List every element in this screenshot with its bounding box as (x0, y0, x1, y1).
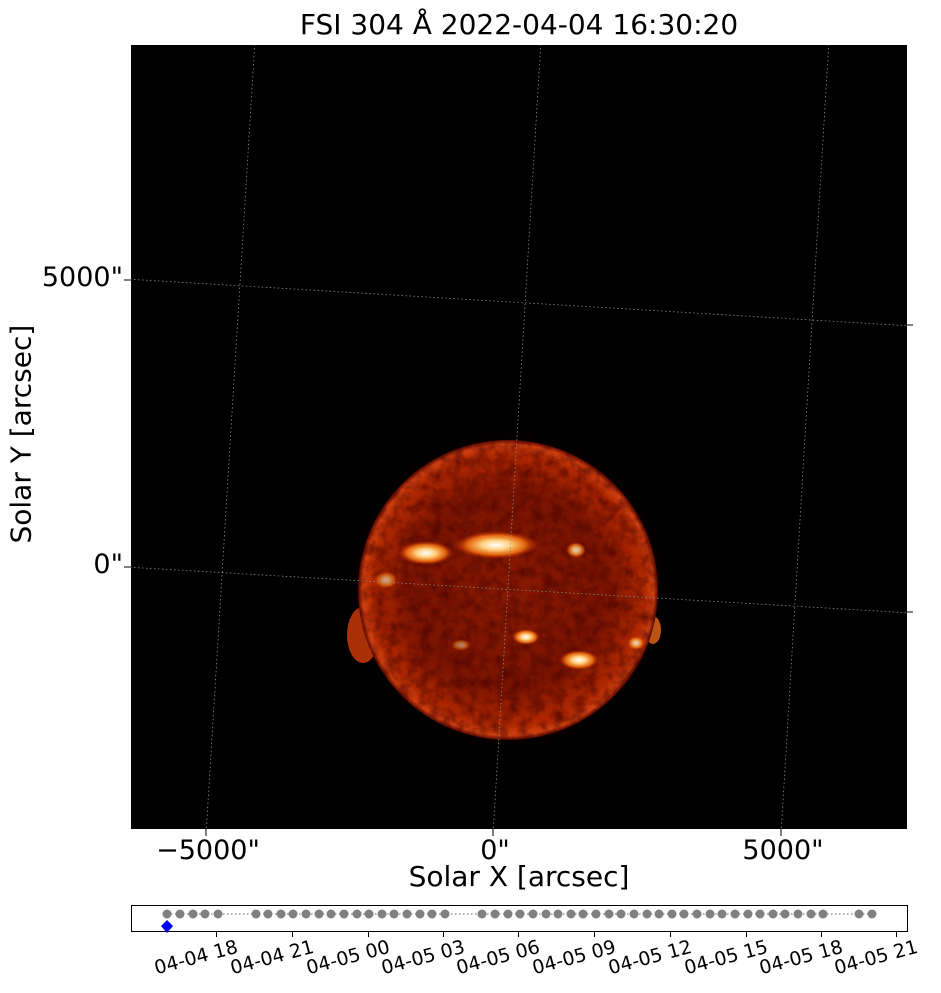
frame-dot[interactable] (667, 909, 677, 919)
frame-dot[interactable] (679, 909, 689, 919)
time-tick-mark (368, 931, 369, 937)
frame-dot[interactable] (629, 909, 639, 919)
coordinate-grid (131, 45, 907, 829)
frame-dot[interactable] (654, 909, 664, 919)
time-slider[interactable] (131, 905, 908, 933)
x-tick-label: 0" (480, 835, 510, 866)
frame-dot[interactable] (162, 909, 172, 919)
x-tick-label: 5000" (742, 835, 824, 866)
x-axis-label: Solar X [arcsec] (408, 860, 630, 893)
frame-dot[interactable] (541, 909, 551, 919)
active-region (559, 650, 599, 670)
frame-dot[interactable] (301, 909, 311, 919)
solar-image[interactable] (131, 45, 907, 829)
active-region (451, 639, 471, 651)
frame-dot[interactable] (642, 909, 652, 919)
time-tick-label: 04-05 21 (832, 935, 921, 980)
y-tick-label: 0" (93, 549, 123, 580)
frame-dot[interactable] (188, 909, 198, 919)
active-region (398, 541, 454, 565)
frame-dot[interactable] (314, 909, 324, 919)
frame-dot[interactable] (402, 909, 412, 919)
frame-dot[interactable] (364, 909, 374, 919)
frame-dot[interactable] (288, 909, 298, 919)
time-tick-mark (292, 931, 293, 937)
active-region (566, 542, 586, 558)
image-title: FSI 304 Å 2022-04-04 16:30:20 (299, 8, 739, 41)
frame-dot[interactable] (705, 909, 715, 919)
frame-dot[interactable] (477, 909, 487, 919)
frame-dot[interactable] (818, 909, 828, 919)
frame-dot[interactable] (251, 909, 261, 919)
frame-dot[interactable] (755, 909, 765, 919)
frame-dot[interactable] (768, 909, 778, 919)
frame-dot[interactable] (743, 909, 753, 919)
time-tick-mark (746, 931, 747, 937)
time-slider-track (161, 909, 877, 933)
solar-image-canvas (131, 45, 907, 829)
frame-dot[interactable] (616, 909, 626, 919)
frame-dot[interactable] (389, 909, 399, 919)
frame-dot[interactable] (591, 909, 601, 919)
frame-dot[interactable] (415, 909, 425, 919)
frame-dot[interactable] (440, 909, 450, 919)
active-region (454, 531, 538, 559)
time-tick-mark (594, 931, 595, 937)
frame-dot[interactable] (717, 909, 727, 919)
frame-dot[interactable] (578, 909, 588, 919)
time-tick-mark (896, 931, 897, 937)
current-frame-marker[interactable] (161, 920, 173, 933)
frame-dot[interactable] (326, 909, 336, 919)
frame-dot[interactable] (528, 909, 538, 919)
frame-dot[interactable] (352, 909, 362, 919)
time-tick-mark (216, 931, 217, 937)
time-tick-mark (821, 931, 822, 937)
frame-dot[interactable] (566, 909, 576, 919)
frame-dot[interactable] (377, 909, 387, 919)
frame-dot[interactable] (553, 909, 563, 919)
frame-dot[interactable] (730, 909, 740, 919)
frame-dot[interactable] (854, 909, 864, 919)
chromosphere-texture (358, 440, 658, 740)
frame-dot[interactable] (515, 909, 525, 919)
frame-dot[interactable] (276, 909, 286, 919)
active-region (627, 636, 645, 650)
frame-dot[interactable] (427, 909, 437, 919)
frame-dot[interactable] (175, 909, 185, 919)
y-axis-label: Solar Y [arcsec] (4, 324, 38, 544)
frame-dot[interactable] (793, 909, 803, 919)
frame-dot[interactable] (490, 909, 500, 919)
active-region (512, 629, 540, 645)
y-tick-label: 5000" (41, 262, 123, 293)
frame-dot[interactable] (604, 909, 614, 919)
frame-dot[interactable] (339, 909, 349, 919)
frame-dot[interactable] (867, 909, 877, 919)
frame-dot[interactable] (806, 909, 816, 919)
active-region (374, 571, 398, 589)
frame-dot[interactable] (200, 909, 210, 919)
frame-dot[interactable] (692, 909, 702, 919)
frame-dot[interactable] (213, 909, 223, 919)
x-tick-label: −5000" (156, 835, 260, 866)
time-tick-mark (670, 931, 671, 937)
time-tick-mark (518, 931, 519, 937)
frame-dot[interactable] (263, 909, 273, 919)
frame-dot[interactable] (503, 909, 513, 919)
frame-dot[interactable] (780, 909, 790, 919)
time-tick-mark (443, 931, 444, 937)
